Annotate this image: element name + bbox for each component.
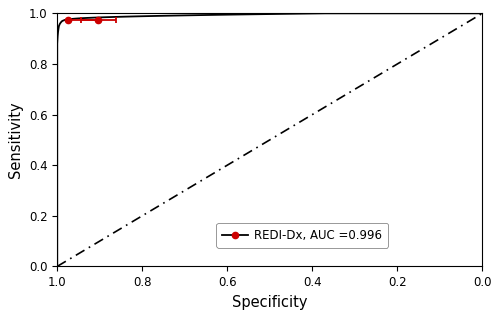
X-axis label: Specificity: Specificity [232,295,308,310]
Legend: REDI-Dx, AUC =0.996: REDI-Dx, AUC =0.996 [216,223,388,248]
Y-axis label: Sensitivity: Sensitivity [8,101,24,178]
